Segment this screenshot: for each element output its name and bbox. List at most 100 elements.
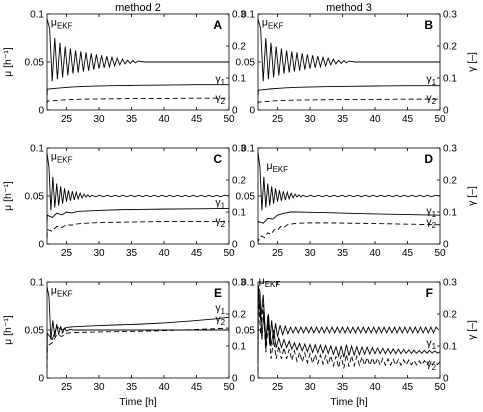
series-label: μEKF	[51, 151, 73, 165]
y-tick-label: 0	[38, 106, 44, 117]
panel-f: 25 30 35 40 45 5000.050.100.10.20.3FμEKFγ1γ2γ…	[236, 275, 478, 408]
y2-tick-label: 0	[443, 240, 449, 251]
series-label: γ1	[215, 197, 225, 211]
x-tick-label: 30	[93, 114, 105, 125]
x-tick-label: 30	[304, 114, 316, 125]
series-label: γ2	[426, 92, 436, 106]
series-label: γ2	[426, 216, 436, 230]
y-tick-label: 0.05	[25, 192, 45, 203]
series-label: μEKF	[266, 160, 288, 174]
x-tick-label: 50	[434, 114, 446, 125]
series-line-mu-ekf	[257, 152, 441, 211]
y2-tick-label: 0.2	[232, 42, 246, 53]
panel-a: 25 30 35 40 45 5000.050.100.10.20.3AμEKFγ1γ2μ…	[2, 10, 246, 126]
y2-tick-label: 0.3	[232, 10, 246, 21]
series-line-gamma1	[257, 85, 440, 96]
x-tick-label: 35	[337, 248, 349, 259]
series-label: γ2	[215, 92, 225, 106]
x-tick-label: 25	[272, 114, 284, 125]
y-tick-label: 0.05	[25, 58, 45, 69]
x-tick-label: 35	[126, 382, 138, 393]
y2-axis-title: γ [–]	[466, 186, 478, 206]
series-line-gamma1	[46, 316, 230, 359]
panel-d: 25 30 35 40 45 5000.050.100.10.20.3DμEKFγ1γ2γ…	[236, 144, 478, 260]
x-tick-label: 40	[158, 248, 170, 259]
series-label: γ2	[215, 215, 225, 229]
plot-frame	[46, 147, 230, 245]
x-tick-label: 25	[61, 382, 73, 393]
x-tick-label: 40	[369, 248, 381, 259]
x-tick-label: 40	[369, 114, 381, 125]
series-line-gamma1	[46, 84, 229, 96]
panel-label: B	[424, 18, 433, 32]
series-line-gamma1	[257, 285, 441, 363]
x-tick-label: 25	[272, 382, 284, 393]
y2-tick-label: 0.3	[232, 144, 246, 155]
x-tick-label: 25	[272, 248, 284, 259]
series-line-mu-ekf	[46, 286, 229, 340]
series-line-mu-ekf	[257, 18, 440, 82]
x-tick-label: 50	[223, 114, 235, 125]
series-line-gamma2	[257, 297, 441, 372]
y2-tick-label: 0.2	[232, 310, 246, 321]
series-line-mu-ekf	[46, 152, 230, 211]
y2-tick-label: 0	[232, 374, 238, 385]
y-tick-label: 0.1	[241, 10, 255, 21]
x-axis-title: Time [h]	[330, 396, 368, 408]
y-axis-title: μ [h⁻¹]	[2, 315, 14, 345]
y2-tick-label: 0	[443, 106, 449, 117]
panel-label: A	[213, 18, 222, 32]
y-tick-label: 0.1	[241, 144, 255, 155]
series-line-gamma2	[46, 327, 230, 369]
x-tick-label: 35	[126, 248, 138, 259]
x-axis-title: Time [h]	[119, 396, 157, 408]
x-tick-label: 35	[126, 114, 138, 125]
x-tick-label: 45	[402, 114, 414, 125]
x-tick-label: 40	[158, 382, 170, 393]
y2-tick-label: 0.1	[232, 208, 246, 219]
y-tick-label: 0	[249, 106, 255, 117]
series-label: μEKF	[51, 285, 73, 299]
series-label: μEKF	[259, 275, 281, 289]
y-tick-label: 0.05	[25, 326, 45, 337]
x-tick-label: 45	[402, 248, 414, 259]
x-tick-label: 30	[93, 248, 105, 259]
series-line-gamma2	[46, 97, 229, 104]
series-line-mu-ekf	[46, 18, 229, 82]
x-tick-label: 35	[337, 114, 349, 125]
y2-tick-label: 0.1	[443, 342, 457, 353]
y2-tick-label: 0.2	[443, 176, 457, 187]
y2-tick-label: 0.1	[232, 342, 246, 353]
y2-tick-label: 0.1	[443, 74, 457, 85]
panel-label: C	[213, 152, 222, 166]
x-tick-label: 45	[402, 382, 414, 393]
y2-tick-label: 0.1	[232, 74, 246, 85]
y-tick-label: 0.1	[30, 144, 44, 155]
x-tick-label: 50	[223, 248, 235, 259]
x-tick-label: 40	[158, 114, 170, 125]
series-label: γ2	[426, 358, 436, 372]
series-label: γ2	[215, 313, 225, 327]
y2-tick-label: 0	[443, 374, 449, 385]
series-label: γ1	[426, 73, 436, 87]
series-line-gamma1	[257, 211, 441, 224]
plot-frame	[257, 147, 441, 245]
x-tick-label: 50	[223, 382, 235, 393]
y-axis-title: μ [h⁻¹]	[2, 181, 14, 211]
y-tick-label: 0	[249, 240, 255, 251]
y-tick-label: 0.1	[241, 278, 255, 289]
x-tick-label: 50	[434, 382, 446, 393]
x-tick-label: 30	[304, 382, 316, 393]
y2-tick-label: 0.1	[443, 208, 457, 219]
series-line-gamma2	[257, 222, 441, 243]
panel-c: 25 30 35 40 45 5000.050.100.10.20.3CμEKFγ1γ2μ…	[2, 144, 246, 260]
y2-tick-label: 0	[232, 106, 238, 117]
x-tick-label: 30	[93, 382, 105, 393]
y-tick-label: 0.1	[30, 10, 44, 21]
y-tick-label: 0.05	[236, 326, 256, 337]
series-label: γ1	[215, 302, 225, 316]
y2-tick-label: 0.3	[232, 278, 246, 289]
series-label: γ1	[215, 73, 225, 87]
x-tick-label: 45	[191, 114, 203, 125]
